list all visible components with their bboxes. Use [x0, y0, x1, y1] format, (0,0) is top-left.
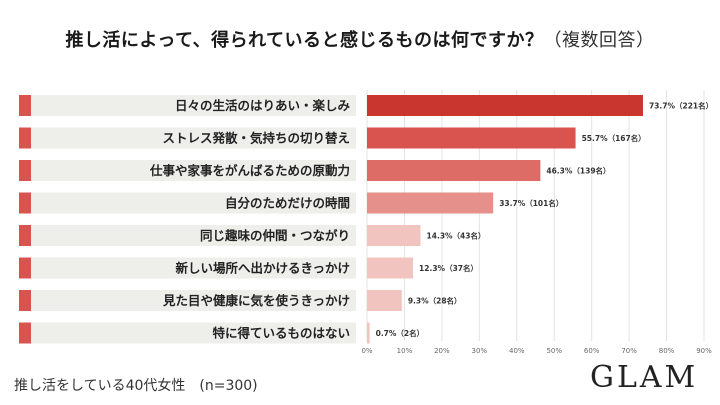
x-tick-label: 70% [621, 347, 637, 355]
category-marker [19, 322, 31, 344]
category-marker [19, 95, 31, 116]
glam-logo: GLAM [590, 360, 699, 395]
category-label-box [19, 95, 356, 116]
category-label-box [19, 127, 356, 149]
data-label: 9.3%（28名） [408, 296, 462, 306]
sample-note: 推し活をしている40代女性 (n=300) [14, 378, 258, 394]
category-marker [19, 225, 31, 246]
category-label-box [19, 192, 356, 214]
category-label: 特に得ているものはない [212, 326, 350, 341]
x-tick-label: 40% [509, 347, 525, 355]
category-label-box [19, 225, 356, 246]
x-tick-label: 90% [696, 347, 712, 355]
data-label: 33.7%（101名） [499, 198, 563, 208]
category-label: 日々の生活のはりあい・楽しみ [175, 98, 351, 113]
category-marker [19, 127, 31, 149]
bar [367, 290, 402, 311]
data-label: 0.7%（2名） [376, 328, 425, 338]
data-label: 73.7%（221名） [649, 101, 713, 111]
data-label: 12.3%（37名） [419, 263, 478, 273]
data-label: 14.3%（43名） [427, 231, 486, 241]
category-label-box [19, 160, 356, 181]
bar [367, 95, 643, 116]
chart-title-suffix: （複数回答） [543, 30, 655, 51]
x-tick-label: 60% [584, 347, 600, 355]
category-marker [19, 257, 31, 279]
x-tick-label: 30% [472, 347, 488, 355]
category-label: 見た目や健康に気を使うきっかけ [162, 293, 350, 308]
category-label: ストレス発散・気持ちの切り替え [162, 131, 350, 146]
category-label: 仕事や家事をがんばるための原動力 [149, 163, 350, 178]
category-marker [19, 192, 31, 214]
bar [367, 257, 414, 279]
category-label-box [19, 257, 356, 279]
data-label: 46.3%（139名） [546, 166, 610, 176]
category-label: 新しい場所へ出かけるきっかけ [175, 261, 350, 276]
x-tick-label: 0% [361, 347, 372, 355]
category-label: 自分のためだけの時間 [225, 196, 350, 211]
chart-title: 推し活によって、得られていると感じるものは何ですか？（複数回答） [0, 26, 720, 52]
category-label: 同じ趣味の仲間・つながり [200, 228, 350, 243]
x-tick-label: 20% [434, 347, 450, 355]
x-tick-label: 50% [546, 347, 562, 355]
x-tick-label: 10% [397, 347, 413, 355]
data-label: 55.7%（167名） [582, 133, 646, 143]
chart-title-main: 推し活によって、得られていると感じるものは何ですか？ [65, 30, 544, 51]
bar [367, 127, 576, 149]
category-label-box [19, 290, 356, 311]
bar [367, 192, 494, 214]
category-label-box [19, 322, 356, 344]
bar [367, 225, 421, 246]
bar [367, 160, 541, 181]
bar [367, 322, 370, 344]
x-tick-label: 80% [659, 347, 675, 355]
category-marker [19, 290, 31, 311]
category-marker [19, 160, 31, 181]
